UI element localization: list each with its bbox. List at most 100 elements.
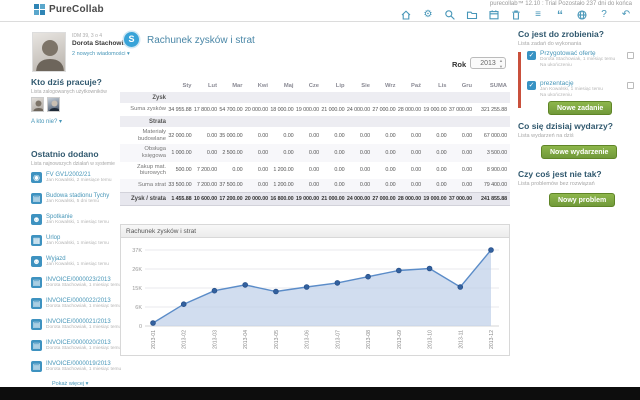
x-axis-tick: 2013-11 bbox=[458, 330, 464, 349]
spinner-arrows-icon[interactable]: ▲ ▼ bbox=[499, 58, 503, 69]
list-item[interactable]: ▤ INVOICE/0000021/2013 Dorota Stachowiak, … bbox=[31, 319, 121, 332]
data-point[interactable] bbox=[457, 284, 464, 290]
task-title[interactable]: prezentację bbox=[540, 80, 574, 87]
data-point[interactable] bbox=[242, 282, 248, 288]
who-not-link[interactable]: A kto nie? ▾ bbox=[31, 119, 63, 125]
value-cell: 19 000.00 bbox=[423, 106, 447, 113]
data-point[interactable] bbox=[273, 288, 279, 295]
pnl-table: Sty Lut Mar Kwi Maj Cze Lip Sie Wrz Paź Lis Gru SUMA… bbox=[120, 80, 510, 206]
value-cell: 1 200.00 bbox=[273, 167, 294, 174]
list-icon[interactable]: ≡ bbox=[535, 8, 541, 20]
x-axis-tick: 2013-04 bbox=[243, 330, 249, 349]
value-cell: 0.00 bbox=[232, 167, 243, 174]
column-header: Mar bbox=[232, 83, 243, 89]
todo-subtitle: Lista zadań do wykonania bbox=[518, 41, 582, 47]
data-point[interactable] bbox=[180, 301, 187, 307]
document-icon: ▤ bbox=[31, 340, 42, 351]
check-icon[interactable]: ✓ bbox=[527, 81, 536, 90]
column-header: Lut bbox=[207, 83, 217, 89]
value-cell: 37 000.00 bbox=[448, 195, 472, 202]
events-title: Co się dzisiaj wydarzy? bbox=[518, 121, 613, 131]
user-avatar[interactable] bbox=[32, 32, 66, 72]
value-cell: 7 200.00 bbox=[196, 167, 217, 174]
new-task-button[interactable]: Nowe zadanie bbox=[548, 101, 613, 115]
help-icon[interactable]: ? bbox=[601, 8, 607, 20]
new-messages-link[interactable]: 2 nowych wiadomości ▾ bbox=[72, 51, 130, 57]
value-cell: 0.00 bbox=[436, 167, 447, 174]
value-cell: 54 700.00 bbox=[219, 106, 243, 113]
value-cell: 37 000.00 bbox=[448, 106, 472, 113]
new-event-button[interactable]: Nowe wydarzenie bbox=[541, 145, 618, 159]
comments-icon[interactable]: “ bbox=[557, 7, 563, 22]
x-axis-tick: 2013-09 bbox=[397, 330, 403, 349]
chart-panel: Rachunek zysków i strat 0 6K 15K 26K 37K 2013… bbox=[120, 224, 510, 356]
data-point[interactable] bbox=[488, 247, 494, 253]
data-point[interactable] bbox=[426, 265, 433, 272]
list-item[interactable]: ▤ Budowa stadionu Tychy Jan Kowalski, 5 dn… bbox=[31, 193, 119, 206]
user-meta-text: IDM 39, 3 o 4 bbox=[72, 33, 103, 39]
sum-cell: 79 400.00 bbox=[483, 182, 507, 189]
task-checkbox[interactable] bbox=[627, 52, 634, 59]
value-cell: 0.00 bbox=[257, 132, 268, 139]
item-meta: Jan Kowalski, 2 miesiące temu bbox=[46, 178, 112, 183]
list-item[interactable]: ▤ INVOICE/0000023/2013 Dorota Stachowiak, … bbox=[31, 277, 121, 290]
value-cell: 17 800.00 bbox=[193, 106, 217, 113]
value-cell: 0.00 bbox=[334, 149, 345, 156]
task-list: ✓ Przygotować ofertę Dorota Stachowiak, 1 … bbox=[518, 50, 636, 110]
value-cell: 0.00 bbox=[334, 182, 345, 189]
new-problem-button[interactable]: Nowy problem bbox=[549, 193, 616, 207]
folder-icon[interactable] bbox=[466, 9, 478, 21]
list-item[interactable]: ▤ INVOICE/0000022/2013 Dorota Stachowiak, … bbox=[31, 298, 121, 311]
globe-icon[interactable] bbox=[576, 9, 588, 21]
data-point[interactable] bbox=[303, 284, 310, 290]
row-label: Zysk / strata bbox=[130, 195, 166, 202]
user-avatar[interactable] bbox=[31, 97, 44, 112]
sum-cell: 67 000.00 bbox=[483, 132, 507, 139]
data-point[interactable] bbox=[334, 280, 341, 286]
value-cell: 17 200.00 bbox=[219, 195, 243, 202]
check-icon[interactable]: ✓ bbox=[527, 51, 536, 60]
list-item[interactable]: ▦ Urlop Jan Kowalski, 1 miesiąc temu bbox=[31, 235, 119, 248]
user-avatar[interactable] bbox=[47, 97, 60, 112]
data-point[interactable] bbox=[396, 267, 402, 274]
undo-icon[interactable]: ↶ bbox=[621, 8, 631, 20]
year-select[interactable]: 2013 ▲ ▼ bbox=[470, 57, 506, 69]
column-header: Gru bbox=[461, 83, 472, 89]
list-item[interactable]: ☻ Wyjazd Jan Kowalski, 1 miesiąc temu bbox=[31, 256, 119, 269]
list-item[interactable]: ◉ FV GV1/2002/21 Jan Kowalski, 2 miesiące … bbox=[31, 172, 119, 185]
settings-icon[interactable]: ⚙ bbox=[423, 8, 433, 20]
calendar-icon[interactable] bbox=[488, 9, 500, 21]
list-item[interactable]: ▤ INVOICE/0000019/2013 Dorota Stachowiak, … bbox=[31, 361, 121, 374]
value-cell: 18 000.00 bbox=[270, 106, 294, 113]
value-cell: 0.00 bbox=[206, 132, 217, 139]
task-checkbox[interactable] bbox=[627, 82, 634, 89]
item-title: Wyjazd bbox=[46, 256, 66, 262]
trial-status-text: purecollab™ 12.10 : Trial Pozostało 237 … bbox=[489, 1, 632, 7]
value-cell: 16 800.00 bbox=[270, 195, 294, 202]
value-cell: 24 000.00 bbox=[346, 106, 370, 113]
calendar-icon: ▦ bbox=[31, 235, 42, 246]
data-point[interactable] bbox=[150, 320, 156, 326]
list-item[interactable]: ▤ INVOICE/0000020/2013 Dorota Stachowiak, … bbox=[31, 340, 121, 353]
trash-icon[interactable] bbox=[510, 9, 522, 21]
value-cell: 0.00 bbox=[436, 182, 447, 189]
pnl-chart: 0 6K 15K 26K 37K 2013-01 2013-02 2013-03 2013-04… bbox=[121, 238, 509, 356]
data-point[interactable] bbox=[365, 273, 371, 280]
task-item[interactable]: ✓ Przygotować ofertę Dorota Stachowiak, 1 … bbox=[527, 50, 636, 74]
search-icon[interactable] bbox=[444, 9, 456, 21]
online-users bbox=[31, 97, 60, 112]
app-logo[interactable]: PureCollab bbox=[34, 4, 104, 15]
show-more-link[interactable]: Pokaż więcej ▾ bbox=[52, 381, 89, 387]
value-cell: 19 000.00 bbox=[295, 195, 319, 202]
table-row: Materiały budowlane 32 000.00 0.00 35 000.0… bbox=[120, 127, 510, 144]
value-cell: 28 000.00 bbox=[397, 106, 421, 113]
column-header: Lis bbox=[438, 83, 447, 89]
task-title[interactable]: Przygotować ofertę bbox=[540, 50, 596, 57]
home-icon[interactable] bbox=[400, 9, 412, 21]
people-icon: ☻ bbox=[31, 214, 42, 225]
value-cell: 34 955.88 bbox=[168, 106, 192, 113]
section-label: Zysk bbox=[152, 94, 166, 101]
list-item[interactable]: ☻ Spotkanie Jan Kowalski, 1 miesiąc temu bbox=[31, 214, 119, 227]
data-point[interactable] bbox=[211, 287, 218, 294]
task-item[interactable]: ✓ prezentację Jan Kowalski, 1 miesiąc temu… bbox=[527, 80, 636, 104]
